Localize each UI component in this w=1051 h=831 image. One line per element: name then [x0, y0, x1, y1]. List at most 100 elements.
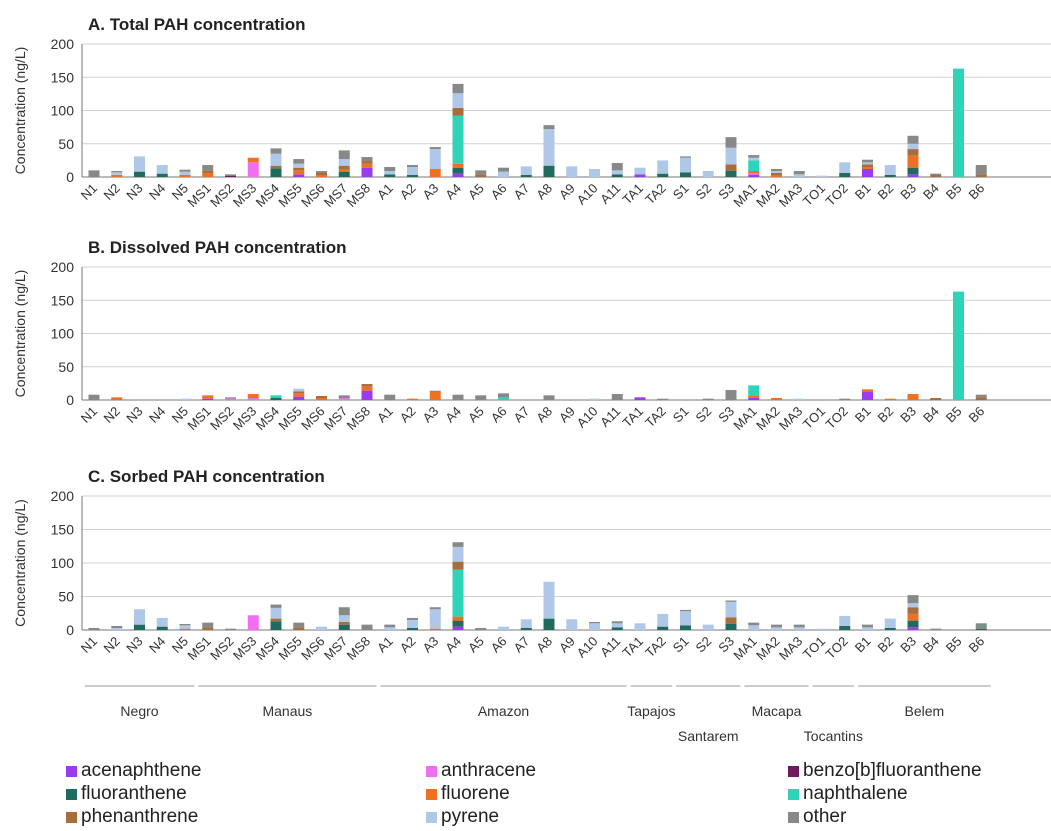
bar-segment-S3-fluoranthene — [725, 623, 737, 630]
x-tick-label: MS8 — [344, 634, 374, 664]
x-tick-label: A1 — [374, 404, 396, 426]
x-tick-label: A5 — [465, 181, 487, 203]
legend-swatch — [426, 811, 437, 823]
legend-swatch — [788, 765, 799, 777]
x-tick-label: MA1 — [730, 181, 760, 211]
bar-segment-A2-pyrene — [407, 619, 418, 628]
bar-segment-B5-naphthalene — [953, 291, 964, 400]
y-tick-label: 100 — [51, 555, 75, 571]
bar-segment-N1-other — [88, 394, 100, 400]
bar-segment-MA1-naphthalene — [748, 160, 760, 172]
x-tick-label: N2 — [101, 404, 123, 426]
x-tick-label: A6 — [488, 404, 510, 426]
bar-segment-S3-pyrene — [725, 147, 737, 165]
bar-segment-MA2-phenanthrene — [771, 173, 782, 176]
bar-segment-MS3-anthracene — [247, 615, 259, 630]
bar-segment-A10-pyrene — [589, 398, 600, 400]
bar-segment-N5-other — [179, 169, 191, 172]
bar-segment-MS4-other — [270, 148, 282, 154]
bar-segment-B1-pyrene — [862, 627, 873, 630]
bar-segment-N2-pyrene — [111, 627, 123, 630]
bar-segment-TA2-fluoranthene — [657, 626, 669, 630]
bar-segment-A10-pyrene — [589, 623, 600, 630]
group-label: Belem — [905, 703, 945, 719]
bar-segment-A8-fluoranthene — [543, 165, 555, 177]
x-tick-label: A8 — [533, 181, 555, 203]
group-label: Tapajos — [627, 703, 675, 719]
x-tick-label: TA1 — [619, 634, 646, 661]
x-tick-label: B4 — [920, 634, 942, 656]
bar-segment-B2-pyrene — [884, 618, 896, 628]
legend: acenaphthene anthracene benzo[b]fluoranthe… — [66, 760, 1046, 830]
bar-segment-B3-phenanthrene — [907, 149, 919, 156]
bar-segment-MS4-fluoranthene — [270, 621, 282, 630]
x-tick-label: N1 — [78, 181, 100, 203]
bar-segment-B6-other — [975, 623, 987, 629]
x-tick-label: N1 — [78, 634, 100, 656]
bar-segment-A11-pyrene — [611, 170, 623, 175]
bar-segment-MS8-other — [361, 624, 373, 630]
bar-segment-MA1-other — [748, 622, 760, 626]
bar-segment-MS8-phenanthrene — [361, 384, 373, 387]
x-tick-label: MA1 — [730, 404, 760, 434]
legend-item-fluoranthene: fluoranthene — [66, 783, 187, 805]
bar-segment-A4-fluorene — [452, 616, 464, 621]
bar-segment-MA2-fluorene — [771, 175, 782, 177]
x-tick-label: MA2 — [753, 634, 783, 664]
bar-segment-N3-fluoranthene — [134, 171, 145, 177]
bar-segment-N2-other — [111, 171, 123, 173]
bar-segment-A2-pyrene — [407, 167, 418, 176]
x-tick-label: A8 — [533, 404, 555, 426]
bar-segment-A5-other — [475, 627, 487, 630]
bar-segment-A1-other — [384, 394, 396, 400]
group-label: Macapa — [752, 703, 802, 719]
legend-item-acenaphthene: acenaphthene — [66, 760, 201, 782]
bar-segment-TA1-acenaphthene — [634, 397, 646, 400]
bar-segment-B3-pyrene — [907, 143, 919, 150]
x-tick-label: A2 — [397, 181, 419, 203]
bar-segment-MS1-fluorene — [202, 173, 214, 177]
legend-item-other: other — [788, 806, 846, 828]
bar-segment-A1-pyrene — [384, 171, 396, 175]
x-tick-label: A3 — [420, 181, 442, 203]
bar-segment-MS1-phenanthrene — [202, 627, 214, 630]
legend-label: fluoranthene — [81, 783, 187, 804]
bar-segment-B2-pyrene — [884, 165, 896, 176]
bar-segment-MA3-pyrene — [793, 174, 805, 177]
bar-segment-MA2-other — [771, 169, 782, 172]
bar-segment-B1-fluorene — [862, 389, 873, 393]
bar-segment-A10-other — [589, 621, 600, 624]
bar-segment-A3-pyrene — [429, 149, 441, 170]
bar-segment-MS5-phenanthrene — [293, 627, 305, 630]
bar-segment-A2-fluorene — [407, 398, 418, 400]
x-tick-label: A7 — [511, 404, 533, 426]
bar-segment-MS2-other — [225, 397, 236, 399]
legend-item-anthracene: anthracene — [426, 760, 536, 782]
bar-segment-TO1-pyrene — [816, 628, 828, 630]
x-tick-label: N2 — [101, 634, 123, 656]
bar-segment-A11-other — [611, 163, 623, 171]
x-tick-label: MS7 — [321, 181, 351, 211]
bar-segment-A9-pyrene — [566, 619, 578, 630]
bar-segment-MS2-benzo_b_fluoranthene — [225, 175, 236, 177]
x-tick-label: MS7 — [321, 634, 351, 664]
bar-segment-A4-fluorene — [452, 163, 464, 168]
bar-segment-MS6-pyrene — [316, 626, 327, 630]
bar-segment-MS4-phenanthrene — [270, 618, 282, 622]
x-tick-label: A6 — [488, 634, 510, 656]
x-tick-label: MS3 — [230, 404, 260, 434]
bar-segment-N4-fluoranthene — [156, 626, 168, 630]
x-tick-label: A1 — [374, 634, 396, 656]
group-label: Manaus — [262, 703, 312, 719]
bar-segment-A4-phenanthrene — [452, 107, 464, 116]
bar-segment-TA2-other — [657, 398, 669, 400]
bar-segment-A1-fluoranthene — [384, 174, 396, 177]
y-axis-label: Concentration (ng/L) — [12, 47, 28, 175]
bar-segment-A8-other — [543, 395, 555, 400]
bar-segment-MA1-anthracene — [748, 173, 760, 176]
x-tick-label: N1 — [78, 404, 100, 426]
x-tick-label: A5 — [465, 404, 487, 426]
bar-segment-B3-acenaphthene — [907, 174, 919, 177]
x-tick-label: A10 — [574, 181, 601, 208]
x-tick-label: MS6 — [298, 181, 328, 211]
